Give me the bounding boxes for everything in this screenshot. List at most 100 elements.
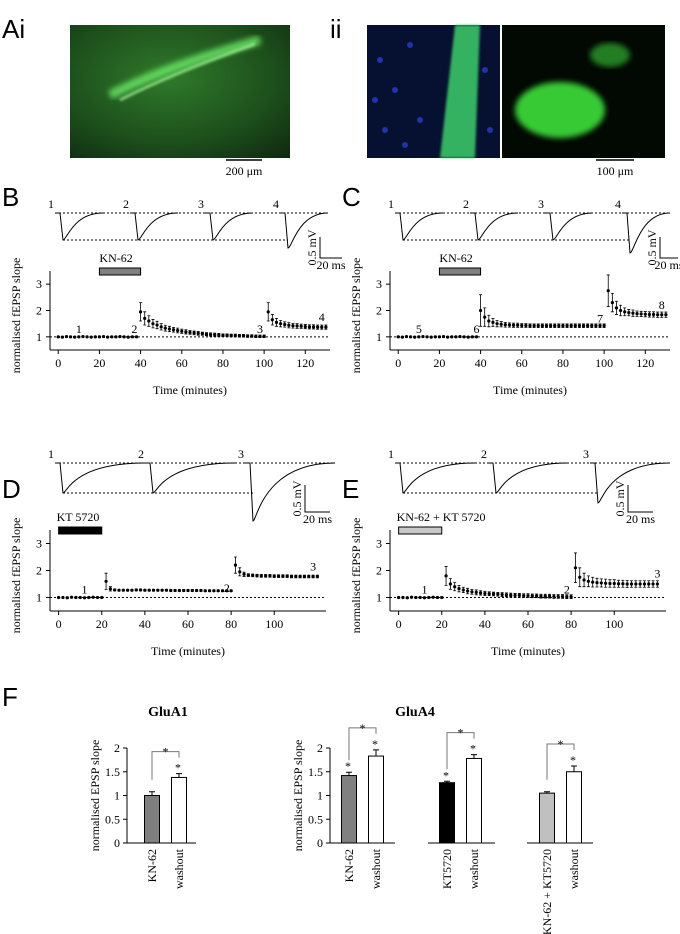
panel-label: D [2,474,21,504]
significance-star: * [458,726,464,740]
data-point [254,334,258,338]
x-tick-label: 100 [255,356,273,370]
data-point [311,574,315,579]
data-point [117,588,121,592]
x-tick-label: KN-62 [145,849,159,882]
data-point [504,593,509,597]
scale-bar [319,237,342,259]
trace-label: 1 [48,447,54,461]
x-tick-label: KN-62 [342,849,356,882]
bar [566,771,582,844]
y-axis-title: normalised fEPSP slope [9,258,23,374]
data-point [427,595,431,600]
data-point [147,319,151,323]
data-point [483,315,487,319]
data-point [73,335,77,339]
data-point [621,582,625,586]
data-point [582,578,586,582]
trace-label: 3 [583,447,589,461]
data-point [618,308,623,313]
data-point [520,323,524,328]
significance-star: * [345,759,351,773]
data-point [462,335,466,339]
data-point [627,311,631,315]
data-point [203,589,207,593]
panel-label: C [342,182,361,212]
x-tick-label: 120 [636,356,654,370]
data-point [246,573,250,577]
scale-bar-label: 0.5 mV [305,229,319,265]
x-tick-label: KT5720 [440,849,454,889]
x-tick-label: washout [467,848,481,889]
data-point [106,335,110,339]
significance-star: * [470,742,476,756]
data-point [324,325,328,329]
significance-star: * [372,737,378,751]
scale-bar-label: 20 ms [626,512,655,526]
x-tick-label: KN-62 + KT5720 [540,849,554,934]
data-point [623,310,627,314]
data-point [446,335,450,339]
data-point [401,595,405,600]
x-tick-label: 20 [433,356,445,370]
data-point [69,595,74,599]
significance-star: * [570,753,576,767]
data-point [196,331,200,336]
error-bar [373,749,379,757]
data-point [466,589,470,593]
y-tick-label: 3 [376,537,382,551]
x-axis-title: Time (minutes) [151,644,225,658]
data-point [425,335,429,339]
significance-bracket [546,743,575,780]
data-point [299,324,303,328]
data-point [266,310,270,314]
data-point [499,322,503,326]
nuclei [372,42,493,148]
data-point [270,318,274,322]
error-bar [346,771,352,776]
data-point [509,593,513,597]
trace [622,212,671,254]
data-point [548,324,553,328]
data-point [138,310,143,314]
y-tick-label: 0.5 [308,812,323,826]
data-point [454,335,458,339]
data-point [177,588,181,593]
data-point [225,333,229,337]
data-point [303,324,307,329]
y-tick-label: 1 [376,330,382,344]
data-point [85,335,89,339]
data-point [315,574,319,579]
data-point [199,588,203,593]
data-point [539,594,543,598]
error-bar [571,765,577,772]
y-tick-label: 2 [36,304,42,318]
data-point [458,334,462,339]
data-point [453,585,457,589]
data-point [307,574,311,579]
data-point [638,582,642,586]
trace [470,212,519,241]
x-tick-label: 80 [217,356,229,370]
time-point-label: 3 [654,566,660,580]
data-point [595,581,599,585]
data-point [285,574,289,578]
y-tick-label: 0 [317,836,323,850]
data-point [151,322,155,326]
bar [539,792,555,844]
data-point [78,595,82,600]
data-point [642,582,647,586]
cell-layer [107,35,262,100]
data-point [291,324,295,328]
data-point [517,593,521,597]
data-point [433,335,437,339]
x-tick-label: 80 [557,356,569,370]
data-point [532,324,536,328]
y-tick-label: 3 [36,277,42,291]
data-point [457,586,461,591]
trace-label: 3 [238,447,244,461]
x-tick-label: 0 [56,617,62,631]
data-point [184,330,188,334]
data-point [316,325,320,329]
